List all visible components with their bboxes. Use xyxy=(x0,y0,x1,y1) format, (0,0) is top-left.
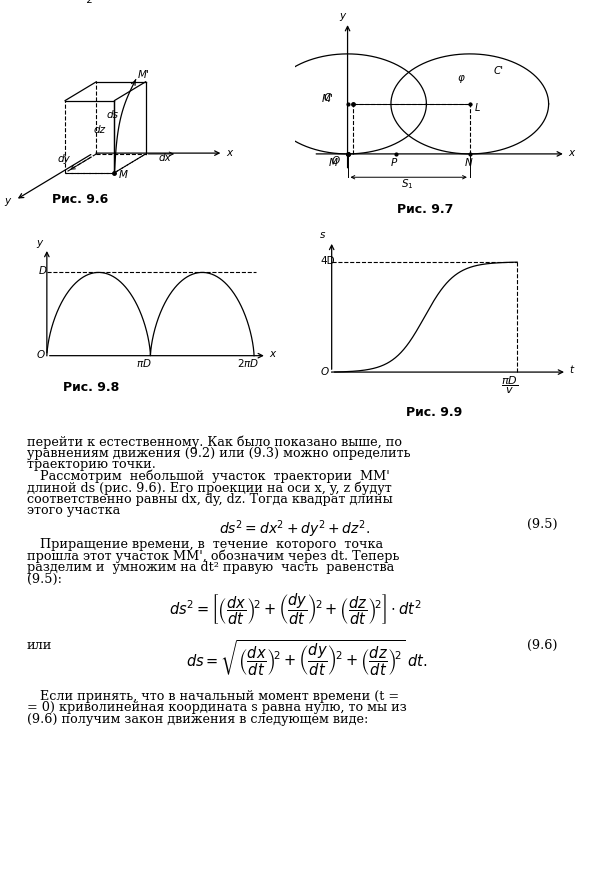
Text: (9.6) получим закон движения в следующем виде:: (9.6) получим закон движения в следующем… xyxy=(27,713,368,725)
Text: ds: ds xyxy=(106,109,118,119)
Text: перейти к естественному. Как было показано выше, по: перейти к естественному. Как было показа… xyxy=(27,436,402,449)
Text: M': M' xyxy=(138,70,150,80)
Text: Рассмотрим  небольшой  участок  траектории  MM': Рассмотрим небольшой участок траектории … xyxy=(40,469,390,484)
Text: dz: dz xyxy=(93,125,106,135)
Text: траекторию точки.: траекторию точки. xyxy=(27,459,155,471)
Text: (9.5):: (9.5): xyxy=(27,573,61,586)
Text: = 0) криволинейная координата s равна нулю, то мы из: = 0) криволинейная координата s равна ну… xyxy=(27,701,407,715)
Text: $\varphi$: $\varphi$ xyxy=(457,73,466,84)
Text: Рис. 9.9: Рис. 9.9 xyxy=(405,406,462,419)
Text: O: O xyxy=(36,350,44,360)
Text: M': M' xyxy=(322,94,333,104)
Text: $ds^2 = \left[\left(\dfrac{dx}{dt}\right)^{\!2}+\left(\dfrac{dy}{dt}\right)^{\!2: $ds^2 = \left[\left(\dfrac{dx}{dt}\right… xyxy=(169,591,421,627)
Text: t: t xyxy=(569,365,573,375)
Text: $S_1$: $S_1$ xyxy=(401,177,414,191)
Text: dx: dx xyxy=(159,153,172,163)
Text: z: z xyxy=(86,0,91,4)
Text: соответственно равны dx, dy, dz. Тогда квадрат длины: соответственно равны dx, dy, dz. Тогда к… xyxy=(27,493,392,506)
Text: O: O xyxy=(332,156,340,166)
Text: s: s xyxy=(320,230,326,240)
Text: O: O xyxy=(320,367,329,377)
Text: dy: dy xyxy=(57,154,70,164)
Text: (9.5): (9.5) xyxy=(527,518,558,531)
Text: $\pi D$: $\pi D$ xyxy=(136,357,152,369)
Text: $\dfrac{\pi D}{v}$: $\dfrac{\pi D}{v}$ xyxy=(502,374,519,396)
Text: L: L xyxy=(475,102,480,113)
Text: N: N xyxy=(464,157,472,167)
Text: D: D xyxy=(38,266,47,276)
Text: C: C xyxy=(324,92,331,102)
Text: x: x xyxy=(269,348,275,359)
Text: уравнениям движения (9.2) или (9.3) можно определить: уравнениям движения (9.2) или (9.3) можн… xyxy=(27,447,410,460)
Text: 4D: 4D xyxy=(320,255,335,266)
Text: y: y xyxy=(340,11,346,20)
Text: Если принять, что в начальный момент времени (t =: Если принять, что в начальный момент вре… xyxy=(40,690,399,703)
Text: Приращение времени, в  течение  которого  точка: Приращение времени, в течение которого т… xyxy=(40,539,384,551)
Text: M: M xyxy=(119,170,128,180)
Text: x: x xyxy=(226,148,232,158)
Text: разделим и  умножим на dt² правую  часть  равенства: разделим и умножим на dt² правую часть р… xyxy=(27,561,394,574)
Text: y: y xyxy=(5,196,11,205)
Text: Рис. 9.6: Рис. 9.6 xyxy=(51,193,108,205)
Text: P: P xyxy=(390,157,396,167)
Text: y: y xyxy=(36,238,42,248)
Text: (9.6): (9.6) xyxy=(527,639,558,652)
Text: $2\pi D$: $2\pi D$ xyxy=(237,357,260,369)
Text: Рис. 9.8: Рис. 9.8 xyxy=(63,381,120,394)
Text: длиной ds (рис. 9.6). Его проекции на оси x, y, z будут: длиной ds (рис. 9.6). Его проекции на ос… xyxy=(27,481,391,494)
Text: этого участка: этого участка xyxy=(27,504,120,517)
Text: или: или xyxy=(27,639,52,652)
Text: $ds = \sqrt{\left(\dfrac{dx}{dt}\right)^{\!2}+\left(\dfrac{dy}{dt}\right)^{\!2}+: $ds = \sqrt{\left(\dfrac{dx}{dt}\right)^… xyxy=(186,639,428,678)
Text: $ds^2 = dx^2 + dy^2 + dz^2.$: $ds^2 = dx^2 + dy^2 + dz^2.$ xyxy=(219,518,371,540)
Text: Рис. 9.7: Рис. 9.7 xyxy=(396,204,453,216)
Text: M: M xyxy=(329,157,338,167)
Text: x: x xyxy=(568,148,575,157)
Text: C': C' xyxy=(493,66,503,76)
Text: прошла этот участок MM', обозначим через dt. Теперь: прошла этот участок MM', обозначим через… xyxy=(27,549,399,564)
